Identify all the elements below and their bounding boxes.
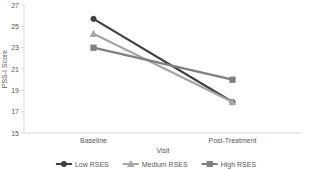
legend-item: Low RSES xyxy=(56,161,109,168)
x-tick-label: Baseline xyxy=(80,137,107,144)
chart: 15 17 19 21 23 25 27 Baseline Post-Treatment Visi… xyxy=(0,0,312,170)
x-axis xyxy=(24,133,302,134)
y-axis xyxy=(24,5,25,133)
series-line xyxy=(94,19,233,102)
legend-marker xyxy=(128,161,134,167)
series-line xyxy=(94,34,233,102)
y-tick-label: 15 xyxy=(11,130,19,137)
series-marker xyxy=(91,16,96,21)
plot-data xyxy=(90,16,235,104)
series-marker xyxy=(230,77,235,82)
series-line xyxy=(94,48,233,80)
legend-marker xyxy=(61,161,66,166)
series-marker xyxy=(90,31,96,37)
x-axis-label: Visit xyxy=(156,147,169,154)
legend-label: Medium RSES xyxy=(142,161,188,168)
legend-marker xyxy=(207,161,212,166)
series-marker xyxy=(91,45,96,50)
y-axis-label: PSS-I Score xyxy=(1,50,8,89)
y-tick-label: 25 xyxy=(11,23,19,30)
legend-item: Medium RSES xyxy=(123,161,188,168)
x-tick-label: Post-Treatment xyxy=(209,137,257,144)
y-tick-label: 17 xyxy=(11,108,19,115)
legend: Low RSES Medium RSES High RSES xyxy=(56,161,257,169)
legend-item: High RSES xyxy=(202,161,257,169)
series-marker xyxy=(229,99,235,105)
y-tick-label: 27 xyxy=(11,2,19,9)
y-tick-label: 23 xyxy=(11,44,19,51)
y-tick-label: 19 xyxy=(11,87,19,94)
y-tick-label: 21 xyxy=(11,66,19,73)
legend-label: Low RSES xyxy=(75,161,109,168)
legend-label: High RSES xyxy=(221,161,257,169)
